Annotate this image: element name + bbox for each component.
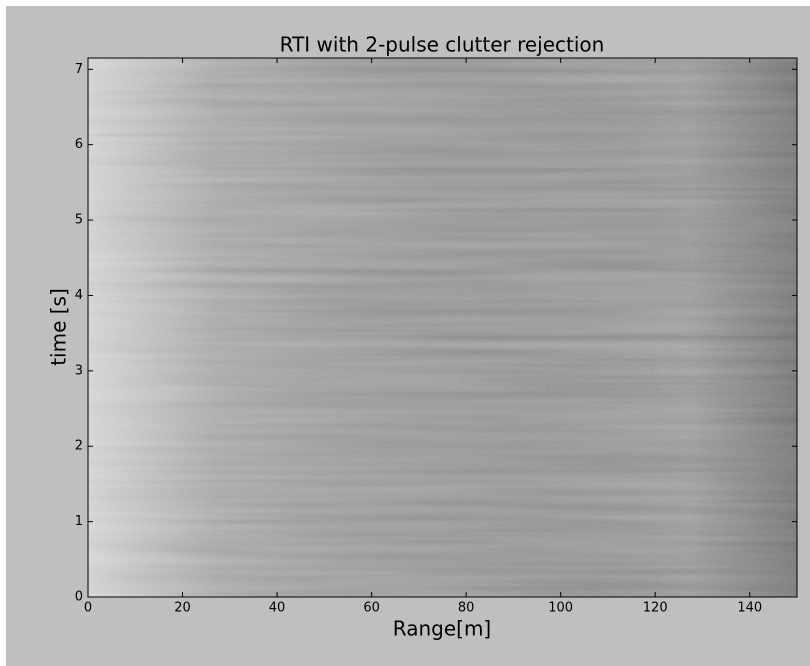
x-tick-label: 60 [363, 601, 380, 616]
window-edge [0, 6, 6, 666]
x-axis-label: Range[m] [393, 617, 491, 641]
axes-frame [87, 57, 798, 598]
x-tick-label: 40 [269, 601, 286, 616]
chart-title: RTI with 2-pulse clutter rejection [280, 33, 605, 57]
y-tick-label: 2 [75, 439, 83, 454]
x-tick-label: 0 [84, 601, 92, 616]
y-tick-label: 0 [75, 590, 83, 605]
x-tick-label: 80 [458, 601, 475, 616]
image [88, 58, 797, 597]
y-tick-label: 7 [75, 62, 83, 77]
y-tick-label: 6 [75, 137, 83, 152]
toolbar-edge [0, 0, 810, 6]
x-tick-label: 100 [548, 601, 573, 616]
x-tick-label: 140 [737, 601, 762, 616]
y-tick-label: 4 [75, 288, 83, 303]
x-tick-label: 120 [643, 601, 668, 616]
x-tick-label: 20 [174, 601, 191, 616]
y-tick-label: 1 [75, 514, 83, 529]
y-axis-label: time [s] [47, 288, 71, 366]
y-tick-label: 5 [75, 213, 83, 228]
y-tick-label: 3 [75, 363, 83, 378]
